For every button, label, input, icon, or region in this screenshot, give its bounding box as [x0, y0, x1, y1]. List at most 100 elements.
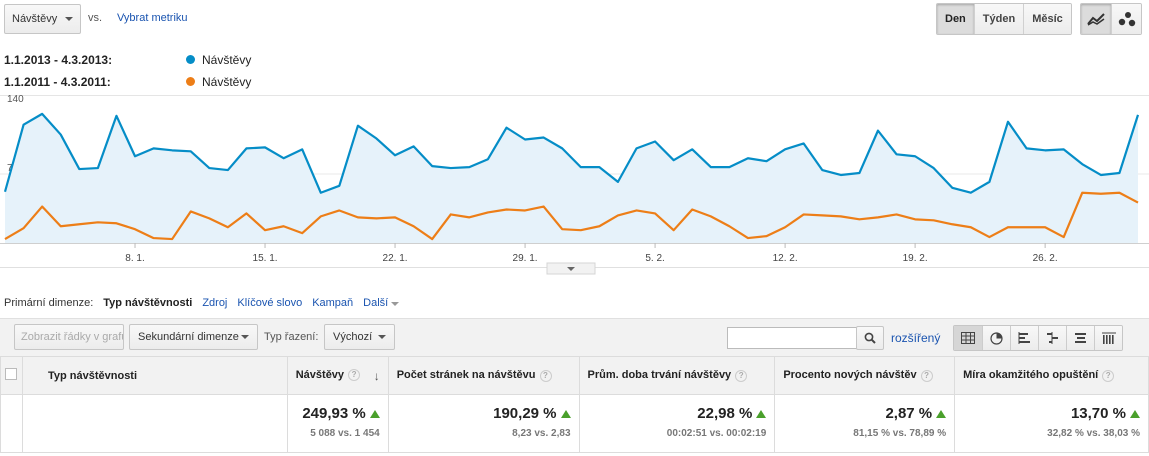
table-header-row: Typ návštěvnosti Návštěvy? ↓ Počet strán… [0, 356, 1149, 395]
series-line-current [3, 112, 1140, 194]
total-pages-cell: 190,29 % 8,23 vs. 2,83 [387, 394, 580, 453]
select-all-cell [0, 356, 23, 395]
sort-value: Výchozí [333, 331, 373, 343]
metric-select[interactable]: Návštěvy [4, 4, 81, 34]
help-icon[interactable]: ? [539, 369, 552, 382]
x-tick-label: 12. 2. [773, 253, 798, 264]
column-header-label: Prům. doba trvání návštěvy [587, 369, 732, 382]
chevron-down-icon [391, 302, 400, 306]
dimension-more[interactable]: Další [363, 297, 400, 309]
column-header-bounce-rate[interactable]: Míra okamžitého opuštění? [954, 356, 1149, 395]
x-tick-label: 22. 1. [383, 253, 408, 264]
column-header-label: Míra okamžitého opuštění [963, 369, 1099, 382]
pie-view-button[interactable] [982, 326, 1010, 350]
total-value: 2,87 % [885, 405, 933, 422]
search-icon [864, 332, 876, 344]
help-icon[interactable]: ? [920, 369, 933, 382]
table-row-totals: 249,93 % 5 088 vs. 1 454 190,29 % 8,23 v… [0, 394, 1149, 453]
chevron-down-icon [567, 267, 575, 271]
column-header-label: Počet stránek na návštěvu [396, 369, 536, 382]
secondary-dimension-label: Sekundární dimenze [138, 331, 239, 343]
total-compare: 5 088 vs. 1 454 [310, 428, 380, 439]
select-metric-link[interactable]: Vybrat metriku [117, 12, 188, 24]
view-toggle [953, 325, 1123, 351]
total-compare: 32,82 % vs. 38,03 % [1047, 428, 1140, 439]
x-tick-label: 19. 2. [903, 253, 928, 264]
term-cloud-view-button[interactable] [1066, 326, 1094, 350]
arrow-up-icon [369, 410, 380, 419]
total-duration-cell: 22,98 % 00:02:51 vs. 00:02:19 [578, 394, 776, 453]
primary-dimension-bar: Primární dimenze: Typ návštěvnosti Zdroj… [4, 297, 400, 309]
metric-select-label: Návštěvy [12, 13, 58, 25]
motion-chart-button[interactable] [1111, 4, 1141, 34]
total-bounce-cell: 13,70 % 32,82 % vs. 38,03 % [954, 394, 1149, 453]
bubble-chart-icon [1118, 12, 1135, 27]
legend-label-2: Návštěvy [202, 75, 252, 89]
line-chart[interactable]: 140708. 1.15. 1.22. 1.29. 1.5. 2.12. 2.1… [0, 95, 1149, 280]
total-compare: 00:02:51 vs. 00:02:19 [666, 428, 767, 439]
table-view-button[interactable] [954, 326, 982, 350]
granularity-week[interactable]: Týden [973, 4, 1024, 34]
dimension-campaign[interactable]: Kampaň [312, 297, 354, 309]
x-tick-label: 26. 2. [1033, 253, 1058, 264]
dimension-more-label: Další [363, 297, 389, 309]
column-header-new-visits[interactable]: Procento nových návštěv? [774, 356, 956, 395]
performance-view-button[interactable] [1010, 326, 1038, 350]
secondary-dimension-select[interactable]: Sekundární dimenze [129, 324, 258, 350]
legend-dot-current [186, 55, 195, 64]
legend-range-2: 1.1.2011 - 4.3.2011: [4, 75, 111, 89]
dimension-source[interactable]: Zdroj [202, 297, 228, 309]
chevron-down-icon [65, 17, 73, 21]
total-value: 13,70 % [1070, 405, 1126, 422]
dimension-header[interactable]: Typ návštěvnosti [21, 356, 288, 395]
pivot-view-button[interactable] [1094, 326, 1122, 350]
column-header-pages-per-visit[interactable]: Počet stránek na návštěvu? [387, 356, 580, 395]
x-tick-label: 5. 2. [645, 253, 664, 264]
legend-row-1: 1.1.2013 - 4.3.2013: Návštěvy [4, 53, 304, 67]
dimension-traffic-type[interactable]: Typ návštěvnosti [103, 297, 193, 309]
totals-dimension-cell [21, 394, 288, 453]
total-value: 249,93 % [302, 405, 366, 422]
advanced-filter-link[interactable]: rozšířený [891, 331, 941, 345]
bar-chart-icon [1018, 332, 1030, 344]
search-input[interactable] [727, 327, 857, 349]
column-header-avg-duration[interactable]: Prům. doba trvání návštěvy? [578, 356, 776, 395]
x-tick-label: 15. 1. [253, 253, 278, 264]
total-value: 190,29 % [493, 405, 557, 422]
columns-icon [1101, 332, 1116, 344]
column-header-visits[interactable]: Návštěvy? ↓ [286, 356, 389, 395]
arrow-up-icon [936, 410, 947, 419]
sort-select[interactable]: Výchozí [324, 324, 395, 350]
chevron-down-icon [378, 335, 386, 339]
line-chart-button[interactable] [1081, 4, 1111, 34]
pie-chart-icon [990, 331, 1003, 345]
legend-label-1: Návštěvy [202, 53, 252, 67]
granularity-month[interactable]: Měsíc [1023, 4, 1071, 34]
help-icon[interactable]: ? [1102, 369, 1115, 382]
dimension-keyword[interactable]: Klíčové slovo [237, 297, 303, 309]
arrow-up-icon [1130, 410, 1140, 419]
data-table: Typ návštěvnosti Návštěvy? ↓ Počet strán… [0, 356, 1149, 453]
help-icon[interactable]: ? [735, 369, 748, 382]
series-line-previous [4, 191, 1139, 241]
dimension-header-label: Typ návštěvnosti [47, 369, 138, 382]
total-value: 22,98 % [697, 405, 753, 422]
granularity-day[interactable]: Den [937, 4, 974, 34]
arrow-up-icon [756, 410, 767, 419]
comparison-view-button[interactable] [1038, 326, 1066, 350]
total-new-visits-cell: 2,87 % 81,15 % vs. 78,89 % [774, 394, 956, 453]
legend-range-1: 1.1.2013 - 4.3.2013: [4, 53, 113, 67]
comparison-icon [1047, 332, 1058, 344]
arrow-up-icon [560, 410, 571, 419]
column-header-label: Procento nových návštěv [783, 369, 917, 382]
total-compare: 81,15 % vs. 78,89 % [853, 428, 947, 439]
search-button[interactable] [856, 326, 884, 350]
total-visits-cell: 249,93 % 5 088 vs. 1 454 [286, 394, 389, 453]
pivot-icon [1075, 333, 1086, 343]
primary-dimension-label: Primární dimenze: [4, 297, 94, 309]
help-icon[interactable]: ? [348, 368, 361, 381]
plot-rows-button[interactable]: Zobrazit řádky v grafu [14, 324, 124, 350]
select-all-checkbox[interactable] [5, 368, 17, 380]
total-compare: 8,23 vs. 2,83 [512, 428, 571, 439]
line-chart-icon [1087, 13, 1105, 26]
